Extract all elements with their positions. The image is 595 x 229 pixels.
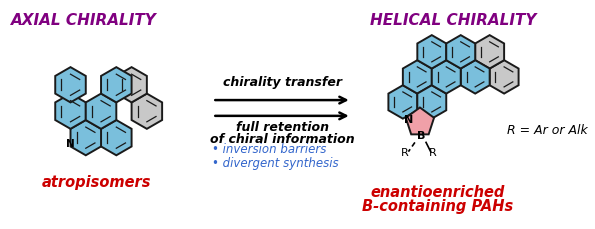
Polygon shape	[490, 61, 519, 94]
Polygon shape	[403, 61, 432, 94]
Polygon shape	[446, 36, 475, 69]
Text: full retention: full retention	[236, 121, 328, 134]
Polygon shape	[417, 86, 446, 119]
Polygon shape	[55, 94, 86, 129]
Text: R: R	[401, 148, 409, 158]
Text: chirality transfer: chirality transfer	[223, 76, 342, 89]
Polygon shape	[101, 120, 131, 156]
Polygon shape	[131, 94, 162, 129]
Polygon shape	[86, 94, 116, 129]
Text: enantioenriched: enantioenriched	[371, 184, 505, 199]
Text: atropisomers: atropisomers	[42, 174, 151, 189]
Text: of chiral information: of chiral information	[209, 132, 354, 145]
Polygon shape	[101, 68, 131, 103]
Text: N: N	[404, 115, 414, 125]
Text: R = Ar or Alk: R = Ar or Alk	[506, 124, 587, 137]
Text: AXIAL CHIRALITY: AXIAL CHIRALITY	[11, 13, 157, 28]
Polygon shape	[389, 86, 417, 119]
Text: B-containing PAHs: B-containing PAHs	[362, 199, 513, 213]
Polygon shape	[432, 61, 461, 94]
Polygon shape	[406, 108, 434, 135]
Polygon shape	[417, 36, 446, 69]
Text: N: N	[65, 138, 74, 148]
Polygon shape	[461, 61, 490, 94]
Text: B: B	[417, 130, 425, 140]
Polygon shape	[475, 36, 504, 69]
Text: • divergent synthesis: • divergent synthesis	[212, 156, 339, 169]
Polygon shape	[116, 68, 147, 103]
Polygon shape	[55, 68, 86, 103]
Polygon shape	[70, 120, 101, 156]
Text: HELICAL CHIRALITY: HELICAL CHIRALITY	[371, 13, 537, 28]
Text: • inversion barriers: • inversion barriers	[212, 142, 327, 155]
Text: R: R	[428, 148, 436, 158]
